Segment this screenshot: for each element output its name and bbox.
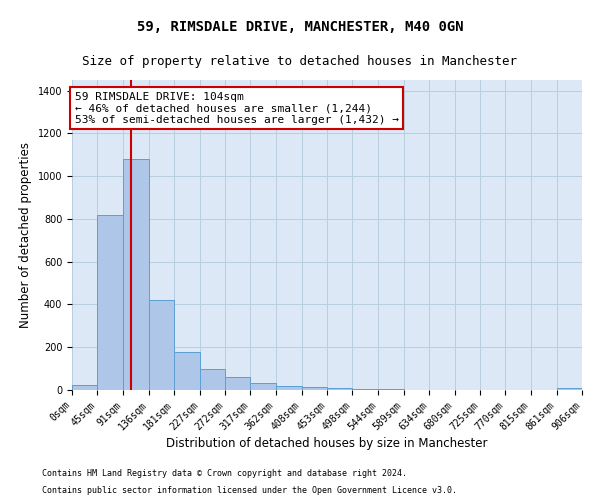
Bar <box>250 382 276 390</box>
Bar <box>123 159 149 390</box>
Text: Contains HM Land Registry data © Crown copyright and database right 2024.: Contains HM Land Registry data © Crown c… <box>42 468 407 477</box>
Bar <box>302 387 327 390</box>
Bar <box>149 300 174 390</box>
Text: 59 RIMSDALE DRIVE: 104sqm
← 46% of detached houses are smaller (1,244)
53% of se: 59 RIMSDALE DRIVE: 104sqm ← 46% of detac… <box>75 92 399 125</box>
X-axis label: Distribution of detached houses by size in Manchester: Distribution of detached houses by size … <box>166 438 488 450</box>
Bar <box>97 214 123 390</box>
Bar <box>276 386 302 390</box>
Bar <box>225 377 250 390</box>
Bar <box>327 388 352 390</box>
Bar <box>557 388 582 390</box>
Bar <box>200 368 225 390</box>
Bar <box>352 389 378 390</box>
Text: Contains public sector information licensed under the Open Government Licence v3: Contains public sector information licen… <box>42 486 457 495</box>
Bar <box>174 352 200 390</box>
Text: 59, RIMSDALE DRIVE, MANCHESTER, M40 0GN: 59, RIMSDALE DRIVE, MANCHESTER, M40 0GN <box>137 20 463 34</box>
Bar <box>72 384 97 390</box>
Y-axis label: Number of detached properties: Number of detached properties <box>19 142 32 328</box>
Text: Size of property relative to detached houses in Manchester: Size of property relative to detached ho… <box>83 55 517 68</box>
